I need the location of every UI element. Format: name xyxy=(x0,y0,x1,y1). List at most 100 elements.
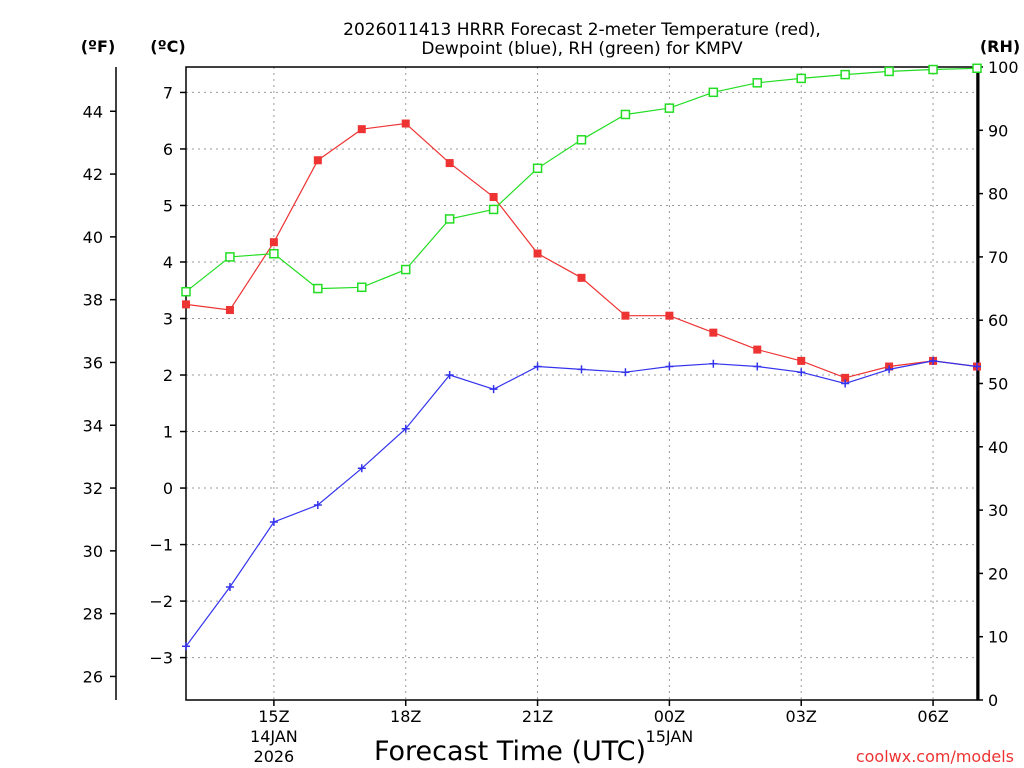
rh-point xyxy=(181,286,191,297)
dewpoint-point xyxy=(313,501,322,510)
rh-point xyxy=(928,64,938,75)
celsius-tick-label: 1 xyxy=(163,423,173,442)
dewpoint-point xyxy=(841,379,850,388)
fahrenheit-tick-label: 36 xyxy=(83,353,103,372)
dewpoint-point xyxy=(357,464,366,473)
rh-point xyxy=(620,109,631,120)
rh-point xyxy=(752,78,763,88)
temperature-point xyxy=(445,159,454,168)
fahrenheit-tick-label: 26 xyxy=(83,667,103,686)
time-tick-label: 18Z xyxy=(390,707,421,726)
celsius-tick-label: 3 xyxy=(163,310,173,329)
celsius-tick-label: 2 xyxy=(163,366,173,385)
rh-tick-label: 90 xyxy=(988,121,1008,140)
celsius-tick-label: −2 xyxy=(149,592,173,611)
dewpoint-point xyxy=(885,365,894,374)
rh-tick-label: 40 xyxy=(988,438,1008,457)
rh-point xyxy=(884,66,894,77)
dewpoint-point xyxy=(797,368,806,377)
rh-tick-label: 0 xyxy=(988,691,998,710)
fahrenheit-tick-label: 40 xyxy=(83,228,103,247)
celsius-tick-label: 0 xyxy=(163,479,173,498)
time-tick-date: 14JAN xyxy=(250,727,298,746)
rh-point xyxy=(444,214,455,224)
rh-point xyxy=(357,282,367,293)
rh-point xyxy=(708,87,719,98)
fahrenheit-tick-label: 32 xyxy=(83,479,103,498)
credit-link[interactable]: coolwx.com/models xyxy=(856,747,1014,766)
data-series xyxy=(181,63,982,651)
temperature-line xyxy=(185,122,978,379)
temperature-point xyxy=(841,373,850,382)
chart-title-line-2: Dewpoint (blue), RH (green) for KMPV xyxy=(421,39,743,59)
x-axis-title: Forecast Time (UTC) xyxy=(374,736,646,767)
rh-tick-label: 100 xyxy=(988,58,1019,77)
rh-point xyxy=(840,69,850,80)
temperature-point xyxy=(577,273,586,282)
dewpoint-point xyxy=(489,385,498,394)
dewpoint-point xyxy=(621,368,630,377)
rh-point xyxy=(400,264,411,275)
celsius-axis-unit: (ºC) xyxy=(150,37,185,56)
rh-point xyxy=(532,163,543,174)
time-tick-label: 06Z xyxy=(917,707,948,726)
rh-point xyxy=(313,283,323,294)
time-tick-label: 15Z xyxy=(258,707,289,726)
temperature-point xyxy=(665,311,674,320)
rh-point xyxy=(488,204,499,215)
temperature-point xyxy=(533,249,542,258)
gridlines xyxy=(186,67,977,700)
dewpoint-point xyxy=(577,365,586,374)
fahrenheit-tick-label: 34 xyxy=(83,416,103,435)
temperature-point xyxy=(225,306,234,315)
celsius-tick-label: 5 xyxy=(163,196,173,215)
temperature-point xyxy=(797,356,806,365)
axes: −3−2−10123456726283032343638404244010203… xyxy=(83,58,1019,766)
rh-tick-label: 80 xyxy=(988,185,1008,204)
dewpoint-point xyxy=(929,356,938,365)
rh-tick-label: 10 xyxy=(988,628,1008,647)
rh-point xyxy=(796,73,806,84)
dewpoint-point xyxy=(182,642,190,651)
dewpoint-line xyxy=(185,360,978,647)
fahrenheit-tick-label: 30 xyxy=(83,542,103,561)
rh-axis-unit: (RH) xyxy=(980,37,1020,56)
time-tick-label: 00Z xyxy=(654,707,685,726)
fahrenheit-tick-label: 44 xyxy=(83,102,103,121)
rh-point xyxy=(269,248,279,259)
time-tick-year: 2026 xyxy=(254,747,295,766)
dewpoint-point xyxy=(753,362,762,371)
rh-point xyxy=(664,103,675,113)
chart-title-line-1: 2026011413 HRRR Forecast 2-meter Tempera… xyxy=(343,20,821,40)
rh-tick-label: 50 xyxy=(988,375,1008,394)
rh-tick-label: 70 xyxy=(988,248,1008,267)
temperature-point xyxy=(401,119,410,128)
dewpoint-point xyxy=(269,517,278,526)
rh-point xyxy=(972,63,982,74)
dewpoint-point xyxy=(533,362,542,371)
dewpoint-point xyxy=(665,362,674,371)
fahrenheit-tick-label: 28 xyxy=(83,605,103,624)
rh-point xyxy=(225,252,235,262)
rh-tick-label: 60 xyxy=(988,311,1008,330)
time-tick-label: 21Z xyxy=(522,707,553,726)
celsius-tick-label: −3 xyxy=(149,649,173,668)
fahrenheit-tick-label: 38 xyxy=(83,291,103,310)
rh-line xyxy=(185,67,978,293)
celsius-tick-label: 7 xyxy=(163,83,173,102)
celsius-tick-label: 4 xyxy=(163,253,173,272)
temperature-point xyxy=(621,311,630,320)
rh-point xyxy=(576,135,587,145)
temperature-point xyxy=(269,238,278,247)
temperature-point xyxy=(357,125,366,134)
celsius-tick-label: 6 xyxy=(163,140,173,159)
temperature-point xyxy=(182,300,190,309)
time-tick-label: 03Z xyxy=(786,707,817,726)
rh-tick-label: 20 xyxy=(988,564,1008,583)
celsius-tick-label: −1 xyxy=(149,536,173,555)
fahrenheit-axis-unit: (ºF) xyxy=(81,37,116,56)
plot-frame xyxy=(185,66,978,701)
temperature-point xyxy=(489,192,498,201)
rh-tick-label: 30 xyxy=(988,501,1008,520)
